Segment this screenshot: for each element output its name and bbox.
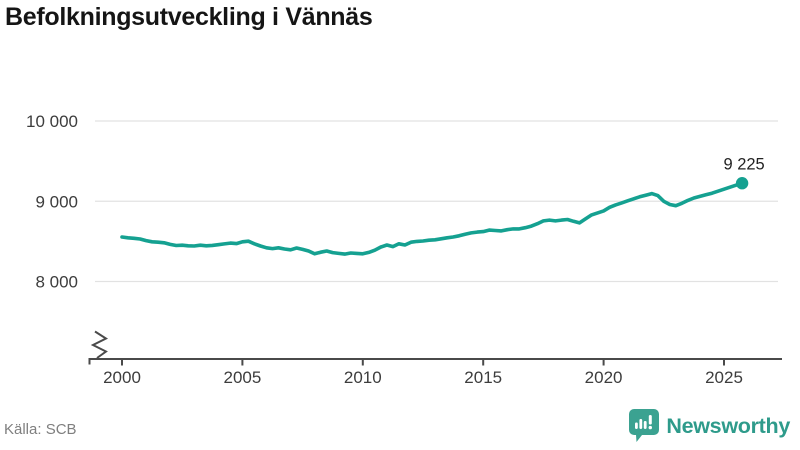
x-axis-ticks [121,359,725,366]
y-tick-label: 10 000 [26,112,78,131]
newsworthy-logo[interactable]: Newsworthy [629,409,790,443]
latest-point-marker [735,177,749,190]
x-tick-label: 2005 [223,368,261,387]
bar-chart-speech-bubble-icon [629,409,660,442]
x-tick-label: 2010 [344,368,382,387]
population-line [120,181,744,256]
gridlines [95,120,778,283]
y-tick-label: 8 000 [35,273,78,292]
axis-break-zigzag-icon [90,330,109,359]
x-tick-label: 2015 [464,368,502,387]
y-axis-labels: 8 000 9 000 10 000 [26,112,78,292]
brand-name: Newsworthy [666,413,790,438]
latest-value-label: 9 225 [723,156,764,174]
x-axis-tick-labels: 2000 2005 2010 2015 2020 2025 [103,368,743,387]
source-credit: Källa: SCB [4,421,77,438]
x-tick-label: 2025 [705,368,743,387]
x-tick-label: 2000 [103,368,141,387]
x-tick-label: 2020 [585,368,623,387]
chart-title: Befolkningsutveckling i Vännäs [5,3,373,31]
y-tick-label: 9 000 [35,192,78,211]
